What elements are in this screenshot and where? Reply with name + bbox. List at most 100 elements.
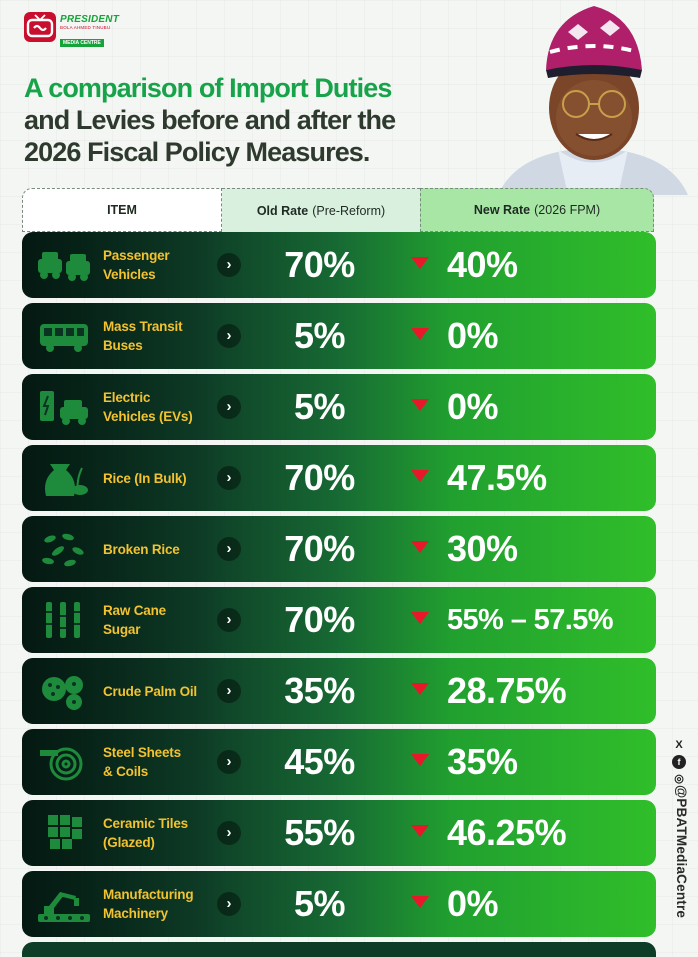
decrease-arrow-icon <box>411 541 429 553</box>
page-title: A comparison of Import Duties and Levies… <box>24 72 464 168</box>
title-line-1: A comparison of Import Duties <box>24 73 392 103</box>
row-item-label: Raw Cane Sugar <box>103 587 228 653</box>
instagram-icon: ◎ <box>674 773 684 785</box>
column-header-item: ITEM <box>22 188 222 232</box>
robot-arm-icon <box>36 884 92 924</box>
row-label-line-1: Manufacturing <box>103 887 194 902</box>
new-rate-value: 46.25% <box>447 812 567 853</box>
column-header-new-note: (2026 FPM) <box>534 203 601 217</box>
decrease-arrow-icon <box>411 825 429 837</box>
row-label-line-1: Mass Transit <box>103 319 183 334</box>
column-header-item-label: ITEM <box>107 203 137 217</box>
social-icons: X f ◎ <box>672 738 688 789</box>
sugar-cane-icon <box>36 600 92 640</box>
chevron-right-icon: › <box>217 892 241 916</box>
brand-line-3: MEDIA CENTRE <box>60 39 104 47</box>
decrease-arrow-icon <box>411 470 429 482</box>
ev-charger-icon <box>36 387 92 427</box>
table-row: Rice (In Bulk) › 70% 47.5% <box>22 445 656 511</box>
old-rate-value: 5% <box>293 315 346 356</box>
column-header-old-label: Old Rate <box>256 203 309 218</box>
row-label-line-1: Steel Sheets <box>103 745 181 760</box>
rates-table: Passenger Vehicles › 70% 40% Mass Transit… <box>22 232 656 942</box>
column-header-new-label: New Rate <box>473 203 531 217</box>
x-icon: X <box>675 739 683 751</box>
new-rate-value: 28.75% <box>447 670 567 711</box>
chevron-right-icon: › <box>217 537 241 561</box>
decrease-arrow-icon <box>411 399 429 411</box>
new-rate-value: 55% – 57.5% <box>447 603 614 636</box>
new-rate-value: 30% <box>447 528 518 569</box>
new-rate-value: 0% <box>447 883 499 924</box>
chevron-right-icon: › <box>217 608 241 632</box>
row-item-label: Steel Sheets & Coils <box>103 729 228 795</box>
new-rate-value: 0% <box>447 386 499 427</box>
row-label-line-1: Ceramic Tiles <box>103 816 188 831</box>
row-label-line-2: Machinery <box>103 906 168 921</box>
row-label-line-1: Broken Rice <box>103 541 180 557</box>
old-rate-value: 35% <box>284 670 355 711</box>
chevron-right-icon: › <box>217 253 241 277</box>
table-row: Ceramic Tiles (Glazed) › 55% 46.25% <box>22 800 656 866</box>
table-row: Raw Cane Sugar › 70% 55% – 57.5% <box>22 587 656 653</box>
old-rate-value: 70% <box>284 599 355 640</box>
table-row: Passenger Vehicles › 70% 40% <box>22 232 656 298</box>
old-rate-value: 5% <box>293 386 346 427</box>
brand-logo: PRESIDENT BOLA AHMED TINUBU MEDIA CENTRE <box>24 8 119 48</box>
new-rate-value: 40% <box>447 244 518 285</box>
social-handle: @PBATMediaCentre <box>674 785 689 919</box>
tv-logo-icon <box>24 12 56 42</box>
decrease-arrow-icon <box>411 257 429 269</box>
row-label-line-2: Vehicles <box>103 267 156 282</box>
row-label-line-1: Rice (In Bulk) <box>103 470 187 486</box>
old-rate-value: 55% <box>284 812 355 853</box>
chevron-right-icon: › <box>217 395 241 419</box>
column-header-old-note: (Pre-Reform) <box>312 203 386 218</box>
row-item-label: Passenger Vehicles <box>103 232 228 298</box>
social-handles: X f ◎ @PBATMediaCentre <box>670 738 690 928</box>
title-line-3: 2026 Fiscal Policy Measures. <box>24 137 370 167</box>
president-portrait <box>488 0 698 195</box>
old-rate-value: 70% <box>284 457 355 498</box>
brand-line-1: PRESIDENT <box>60 14 120 25</box>
new-rate-value: 35% <box>447 741 518 782</box>
chevron-right-icon: › <box>217 324 241 348</box>
row-item-label: Broken Rice <box>103 516 228 582</box>
facebook-icon: f <box>672 755 686 769</box>
row-label-line-1: Raw Cane <box>103 603 166 618</box>
row-item-label: Crude Palm Oil <box>103 658 228 724</box>
old-rate-value: 5% <box>293 883 346 924</box>
table-row: Crude Palm Oil › 35% 28.75% <box>22 658 656 724</box>
row-label-line-2: Vehicles (EVs) <box>103 409 193 424</box>
old-rate-value: 70% <box>284 244 355 285</box>
table-row: Steel Sheets & Coils › 45% 35% <box>22 729 656 795</box>
chevron-right-icon: › <box>217 466 241 490</box>
row-label-line-1: Passenger <box>103 248 170 263</box>
decrease-arrow-icon <box>411 683 429 695</box>
row-label-line-1: Crude Palm Oil <box>103 683 197 699</box>
column-header-new-rate: New Rate (2026 FPM) <box>420 188 654 232</box>
row-item-label: Ceramic Tiles (Glazed) <box>103 800 228 866</box>
palm-fruit-icon <box>36 671 92 711</box>
column-header-old-rate: Old Rate (Pre-Reform) <box>222 188 420 232</box>
steel-coil-icon <box>36 742 92 782</box>
rice-sack-icon <box>36 458 92 498</box>
row-item-label: Mass Transit Buses <box>103 303 228 369</box>
row-item-label: Rice (In Bulk) <box>103 445 228 511</box>
chevron-right-icon: › <box>217 679 241 703</box>
row-label-line-2: Buses <box>103 338 143 353</box>
rice-grains-icon <box>36 529 92 569</box>
row-label-line-1: Electric <box>103 390 151 405</box>
table-row: Electric Vehicles (EVs) › 5% 0% <box>22 374 656 440</box>
decrease-arrow-icon <box>411 612 429 624</box>
cars-icon <box>36 245 92 285</box>
decrease-arrow-icon <box>411 754 429 766</box>
new-rate-value: 0% <box>447 315 499 356</box>
brand-line-2: BOLA AHMED TINUBU <box>60 25 111 30</box>
old-rate-value: 45% <box>284 741 355 782</box>
row-item-label: Electric Vehicles (EVs) <box>103 374 228 440</box>
title-line-2: and Levies before and after the <box>24 105 396 135</box>
table-row: Broken Rice › 70% 30% <box>22 516 656 582</box>
decrease-arrow-icon <box>411 328 429 340</box>
chevron-right-icon: › <box>217 821 241 845</box>
